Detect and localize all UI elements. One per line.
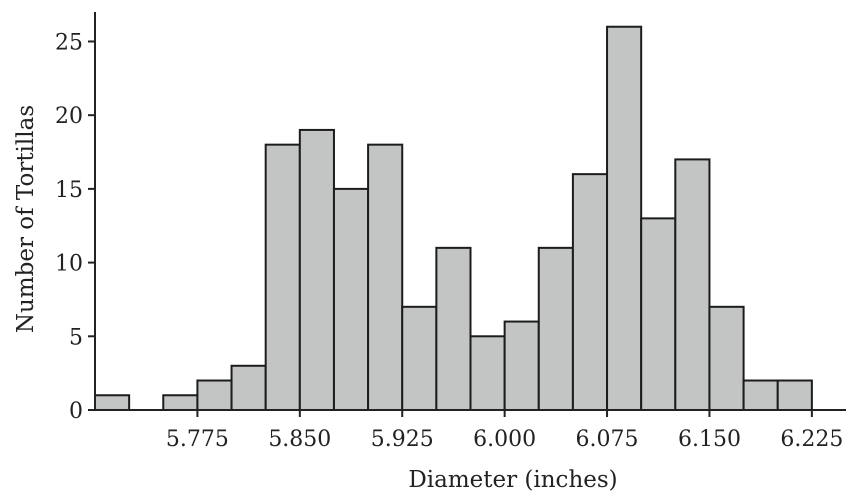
histogram-bar [640, 217, 677, 411]
x-tick-label: 6.150 [678, 427, 741, 452]
y-tick-label: 0 [69, 399, 83, 424]
x-tick-label: 5.925 [371, 427, 434, 452]
histogram-bar [503, 320, 540, 411]
x-tick-label: 6.000 [473, 427, 536, 452]
histogram-bars [94, 25, 813, 412]
histogram-bar [298, 128, 335, 411]
x-tick-label: 6.075 [576, 427, 639, 452]
x-tick-label: 5.775 [166, 427, 229, 452]
histogram-bar [606, 25, 643, 411]
histogram-bar [162, 394, 199, 411]
histogram-bar [435, 246, 472, 411]
histogram-bar [367, 143, 404, 412]
histogram-bar [674, 158, 711, 411]
histogram-bar [230, 364, 267, 411]
histogram-bar [94, 394, 131, 411]
x-tick-label: 6.225 [780, 427, 843, 452]
histogram-bar [776, 379, 813, 412]
histogram-bar [537, 246, 574, 411]
histogram-bar [401, 305, 438, 412]
histogram-bar [742, 379, 779, 412]
y-axis-ticks: 0 5 10 15 20 25 [55, 30, 95, 424]
histogram-bar [571, 173, 609, 411]
x-axis-title: Diameter (inches) [408, 467, 617, 493]
x-tick-label: 5.850 [268, 427, 331, 452]
histogram-bar [469, 335, 506, 411]
axes-frame [94, 12, 846, 411]
histogram-bar [332, 187, 370, 411]
histogram-bar [196, 379, 233, 412]
y-tick-label: 5 [69, 325, 83, 350]
histogram-bar [708, 305, 745, 412]
y-axis-title: Number of Tortillas [13, 105, 39, 333]
y-tick-label: 20 [55, 104, 83, 129]
x-axis-ticks: 5.775 5.850 5.925 6.000 6.075 6.150 6.225 [166, 410, 843, 452]
y-tick-label: 15 [55, 178, 83, 203]
histogram-bar [264, 143, 301, 412]
y-tick-label: 10 [55, 252, 83, 277]
y-tick-label: 25 [55, 30, 83, 55]
